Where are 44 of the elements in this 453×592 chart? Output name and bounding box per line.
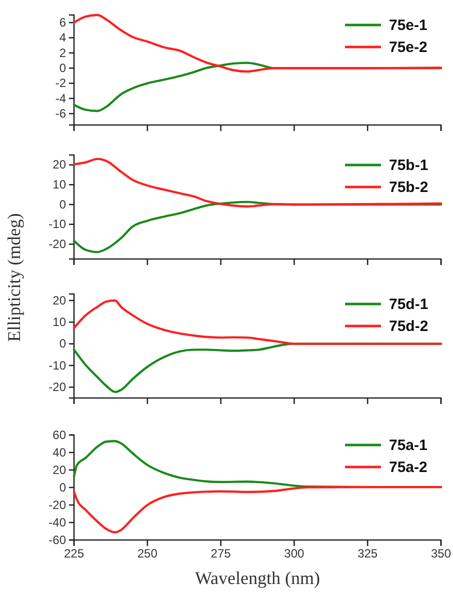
x-tick-label: 300: [284, 546, 305, 561]
y-axis-title: Ellipticity (mdeg): [4, 213, 24, 342]
y-tick-label: -20: [48, 380, 66, 394]
x-tick-label: 325: [358, 546, 378, 561]
line-series: [72, 158, 442, 208]
legend-label: 75e-1: [389, 17, 428, 34]
line-series: [72, 486, 442, 534]
legend-label: 75b-1: [389, 157, 428, 174]
y-tick-label: 10: [52, 178, 66, 192]
legend-label: 75a-1: [389, 437, 428, 454]
line-series: [72, 14, 442, 73]
y-tick-label: 4: [59, 30, 66, 45]
y-tick-label: -20: [48, 236, 66, 251]
x-axis-title: Wavelength (nm): [194, 568, 320, 588]
legend-label: 75b-2: [389, 179, 428, 196]
y-tick-label: -2: [55, 76, 66, 90]
y-tick-label: -60: [48, 532, 66, 547]
y-tick-label: 2: [59, 46, 66, 60]
y-tick-label: 0: [59, 480, 66, 494]
y-tick-label: 20: [52, 462, 66, 477]
line-series: [72, 299, 442, 345]
y-tick-label: -20: [48, 498, 66, 512]
y-tick-label: 40: [52, 445, 66, 460]
x-tick-label: 275: [210, 546, 232, 561]
legend-label: 75d-2: [389, 318, 428, 335]
y-tick-label: 60: [52, 428, 66, 442]
y-tick-label: -10: [48, 358, 66, 372]
y-tick-label: 0: [59, 60, 66, 75]
y-tick-label: -10: [48, 217, 66, 232]
x-tick-label: 350: [430, 546, 452, 561]
y-tick-label: -6: [55, 106, 66, 120]
legend-label: 75a-2: [389, 459, 428, 476]
x-tick-label: 225: [64, 546, 84, 561]
y-tick-label: -40: [48, 515, 66, 530]
y-tick-label: 0: [59, 336, 66, 351]
y-tick-label: -4: [55, 91, 66, 106]
legend-label: 75e-2: [389, 39, 428, 56]
legend-label: 75d-1: [389, 296, 428, 313]
y-tick-label: 20: [52, 158, 66, 172]
y-tick-label: 0: [59, 197, 66, 212]
y-tick-label: 20: [52, 293, 66, 308]
y-tick-label: 6: [59, 15, 66, 30]
y-tick-label: 10: [52, 315, 66, 330]
x-tick-label: 250: [137, 546, 158, 561]
